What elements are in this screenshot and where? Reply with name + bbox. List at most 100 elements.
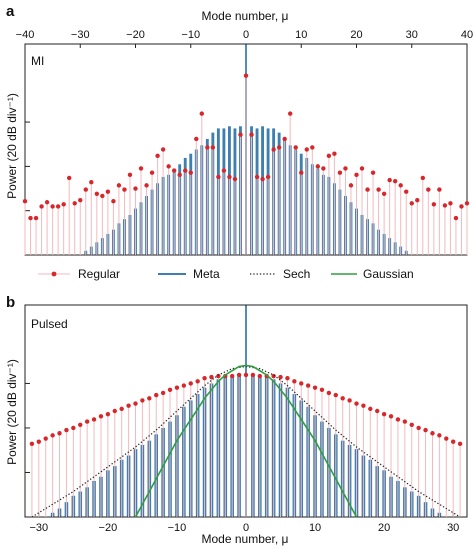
panel-b-x-tick-label: −30 bbox=[29, 522, 48, 534]
regular-dot bbox=[448, 201, 453, 206]
regular-dot bbox=[304, 147, 309, 152]
panel-b-x-tick-label: 20 bbox=[378, 522, 390, 534]
legend-gaussian-label: Gaussian bbox=[363, 267, 414, 281]
regular-dot bbox=[221, 168, 227, 173]
regular-dot bbox=[347, 398, 352, 403]
regular-dot bbox=[199, 111, 204, 116]
regular-dot bbox=[431, 202, 437, 207]
regular-dot bbox=[310, 145, 315, 150]
regular-dot bbox=[340, 396, 345, 401]
regular-dot bbox=[39, 204, 44, 209]
regular-dot bbox=[133, 186, 138, 191]
regular-dot bbox=[149, 170, 155, 175]
regular-dot bbox=[89, 180, 94, 185]
regular-dot bbox=[78, 197, 83, 203]
regular-dot bbox=[361, 403, 366, 408]
regular-dot bbox=[426, 187, 431, 192]
regular-dot bbox=[84, 419, 90, 424]
panel-a-x-tick-label: 40 bbox=[461, 29, 473, 41]
regular-dot bbox=[292, 379, 297, 384]
regular-dot bbox=[166, 164, 171, 169]
regular-dot bbox=[160, 390, 166, 396]
regular-dot bbox=[370, 170, 376, 175]
panel-a-x-tick-label: 0 bbox=[243, 29, 249, 41]
regular-dot bbox=[140, 398, 145, 403]
regular-dot bbox=[236, 372, 242, 378]
regular-dot bbox=[402, 419, 408, 424]
regular-dot bbox=[365, 187, 370, 192]
regular-dot bbox=[305, 383, 311, 388]
regular-dot bbox=[388, 414, 394, 419]
regular-dot bbox=[55, 204, 61, 209]
regular-dot bbox=[216, 174, 221, 180]
regular-dot bbox=[100, 193, 105, 199]
legend-item-gaussian: Gaussian bbox=[331, 267, 414, 281]
regular-dot bbox=[395, 417, 401, 422]
regular-dot bbox=[437, 433, 442, 438]
regular-dot bbox=[111, 198, 116, 204]
regular-dot bbox=[359, 166, 365, 171]
regular-dot bbox=[409, 201, 414, 206]
regular-dot bbox=[112, 408, 117, 414]
regular-dot bbox=[138, 166, 144, 171]
regular-dot bbox=[195, 379, 200, 384]
regular-dot bbox=[64, 427, 69, 433]
regular-dot bbox=[202, 375, 207, 381]
regular-dot bbox=[299, 381, 304, 386]
regular-dot bbox=[288, 111, 293, 116]
regular-dot bbox=[160, 147, 166, 152]
panel-a-regular-series bbox=[22, 73, 470, 255]
regular-dot bbox=[194, 136, 199, 142]
regular-dot bbox=[29, 441, 35, 447]
regular-dot bbox=[144, 183, 149, 188]
panel-b-gaussian-series bbox=[134, 364, 358, 518]
regular-dot bbox=[376, 187, 381, 192]
legend-sech-label: Sech bbox=[283, 267, 310, 281]
regular-dot bbox=[354, 401, 359, 406]
regular-dot bbox=[299, 170, 304, 175]
regular-dot bbox=[409, 422, 414, 427]
regular-dot bbox=[116, 183, 122, 188]
gaussian-line bbox=[134, 364, 358, 518]
regular-dot bbox=[126, 403, 131, 408]
regular-dot bbox=[205, 145, 210, 150]
regular-dot bbox=[33, 215, 39, 221]
regular-dot bbox=[36, 439, 42, 444]
regular-dot bbox=[265, 174, 271, 180]
regular-dot bbox=[444, 436, 449, 441]
regular-dot bbox=[464, 201, 470, 206]
panel-b: b Power (20 dB div⁻¹) Pulsed −30 −20 −10 0 1… bbox=[5, 294, 468, 546]
panel-b-letter: b bbox=[6, 294, 15, 311]
regular-dot bbox=[420, 175, 425, 181]
regular-dot bbox=[459, 204, 464, 209]
regular-dot bbox=[282, 136, 287, 142]
regular-dot bbox=[57, 431, 62, 436]
regular-dot bbox=[398, 183, 403, 188]
regular-dot bbox=[155, 153, 160, 159]
regular-dot bbox=[430, 431, 435, 436]
regular-dot bbox=[387, 177, 392, 183]
regular-dot bbox=[250, 372, 256, 378]
panel-a-x-tick-label: 30 bbox=[406, 29, 418, 41]
panel-b-x-tick-label: −20 bbox=[99, 522, 118, 534]
regular-dot bbox=[453, 215, 459, 221]
regular-dot bbox=[98, 414, 104, 419]
regular-dot bbox=[44, 200, 50, 205]
regular-dot bbox=[174, 385, 180, 390]
regular-dot bbox=[319, 387, 325, 392]
regular-dot bbox=[50, 433, 55, 438]
regular-dot bbox=[260, 176, 265, 182]
regular-dot bbox=[232, 176, 238, 182]
panel-b-x-tick-label: 0 bbox=[243, 522, 249, 534]
regular-dot bbox=[404, 189, 409, 194]
regular-dot bbox=[450, 439, 456, 444]
regular-dot bbox=[227, 174, 232, 180]
regular-dot bbox=[43, 436, 48, 441]
regular-dot bbox=[416, 425, 421, 431]
regular-dot bbox=[50, 204, 55, 209]
panel-b-regular-series bbox=[29, 372, 463, 517]
regular-dot bbox=[312, 385, 318, 390]
regular-dot bbox=[375, 408, 380, 414]
regular-dot bbox=[457, 441, 463, 447]
